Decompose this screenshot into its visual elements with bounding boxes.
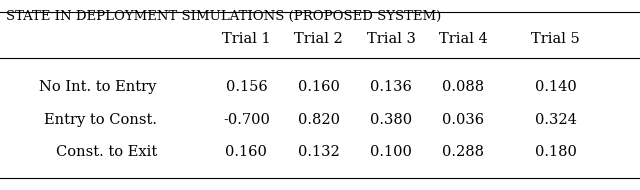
Text: 0.136: 0.136	[370, 80, 412, 94]
Text: 0.156: 0.156	[225, 80, 268, 94]
Text: -0.700: -0.700	[223, 113, 270, 127]
Text: Trial 5: Trial 5	[531, 32, 580, 46]
Text: 0.288: 0.288	[442, 145, 484, 159]
Text: 0.324: 0.324	[534, 113, 577, 127]
Text: No Int. to Entry: No Int. to Entry	[40, 80, 157, 94]
Text: 0.820: 0.820	[298, 113, 340, 127]
Text: 0.088: 0.088	[442, 80, 484, 94]
Text: Trial 3: Trial 3	[367, 32, 415, 46]
Text: Const. to Exit: Const. to Exit	[56, 145, 157, 159]
Text: 0.380: 0.380	[370, 113, 412, 127]
Text: Trial 1: Trial 1	[222, 32, 271, 46]
Text: Trial 2: Trial 2	[294, 32, 343, 46]
Text: 0.180: 0.180	[534, 145, 577, 159]
Text: STATE IN DEPLOYMENT SIMULATIONS (PROPOSED SYSTEM): STATE IN DEPLOYMENT SIMULATIONS (PROPOSE…	[6, 10, 442, 23]
Text: 0.100: 0.100	[370, 145, 412, 159]
Text: Entry to Const.: Entry to Const.	[44, 113, 157, 127]
Text: Trial 4: Trial 4	[439, 32, 488, 46]
Text: 0.160: 0.160	[225, 145, 268, 159]
Text: 0.132: 0.132	[298, 145, 340, 159]
Text: 0.036: 0.036	[442, 113, 484, 127]
Text: 0.140: 0.140	[534, 80, 577, 94]
Text: 0.160: 0.160	[298, 80, 340, 94]
